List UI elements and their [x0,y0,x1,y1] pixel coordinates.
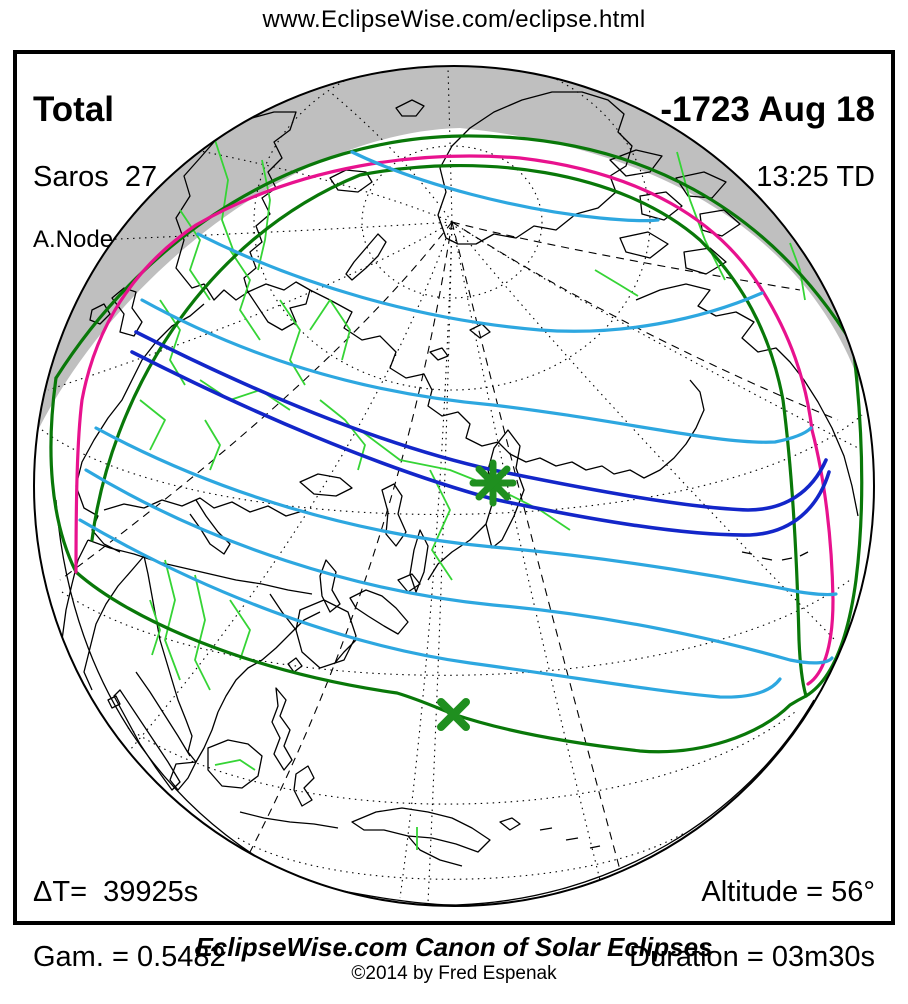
max-eclipse-contours [78,150,838,699]
altitude-label: Altitude = 56° [701,875,875,908]
node-label: A.Node [33,225,114,253]
eclipse-time-label: 13:25 TD [756,160,875,193]
canon-title: EclipseWise.com Canon of Solar Eclipses [195,932,713,962]
penumbral-limit-curves [49,134,864,754]
greatest-eclipse-marker [469,459,517,507]
duration-label: Duration = 03m30s [629,940,875,973]
copyright-line: ©2014 by Fred Espenak [351,963,557,984]
eclipse-info-bottom-left: ΔT= 39925s Gam. = 0.5482 [33,843,226,989]
sunrise-sunset-curve [74,154,835,686]
eclipse-date-label: -1723 Aug 18 [660,89,875,129]
gamma-label: Gam. = 0.5482 [33,940,226,973]
subsolar-point-marker [437,698,470,731]
eclipse-info-bottom-right: Altitude = 56° Duration = 03m30s [629,843,875,989]
no-eclipse-gray-band [38,66,866,430]
eclipse-info-top-right: -1723 Aug 18 13:25 TD [660,57,875,210]
delta-t-label: ΔT= 39925s [33,875,199,908]
saros-label: Saros 27 [33,160,158,193]
eclipse-info-top-left: Total Saros 27 A.Node [33,57,157,269]
page-title-url: www.EclipseWise.com/eclipse.html [262,6,646,33]
globe-limb [33,65,875,907]
umbral-path [130,330,831,537]
eclipse-type-label: Total [33,89,115,129]
